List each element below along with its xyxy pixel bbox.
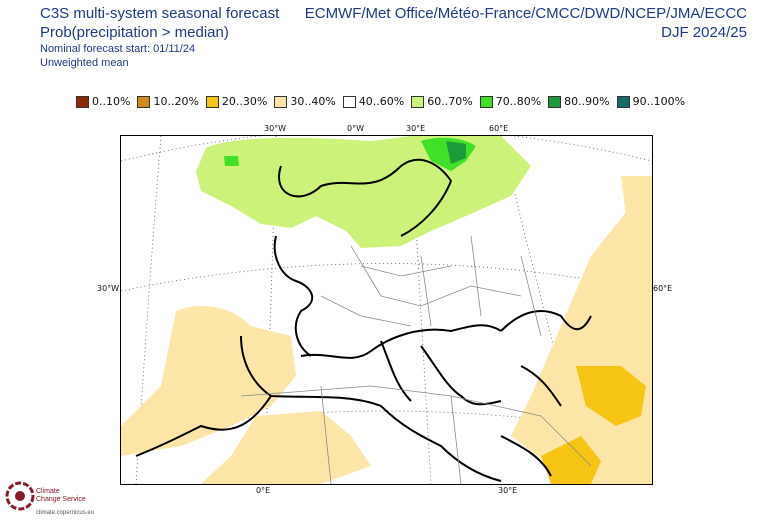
map-title: C3S multi-system seasonal forecast	[40, 5, 280, 22]
drier-anomaly-regions	[541, 366, 646, 484]
wet-anomaly-region	[196, 136, 531, 248]
legend-swatch	[137, 95, 151, 108]
lon-label-top-2: 0°W	[347, 124, 364, 133]
lon-label-top-3: 30°E	[406, 124, 426, 133]
lon-label-bottom-1: 0°E	[256, 486, 271, 495]
systems-label: ECMWF/Met Office/Météo-France/CMCC/DWD/N…	[304, 5, 747, 22]
graticule	[121, 136, 652, 484]
logo-url: climate.copernicus.eu	[36, 510, 95, 516]
map-svg	[121, 136, 652, 484]
lon-label-bottom-2: 30°E	[498, 486, 518, 495]
legend-item: 0..10%	[76, 95, 130, 108]
legend-label: 40..60%	[358, 95, 405, 108]
lat-label-right: 60°E	[653, 284, 673, 293]
legend-label: 60..70%	[427, 95, 473, 108]
lon-label-top-1: 30°W	[264, 124, 287, 133]
copernicus-logo-icon	[5, 481, 35, 511]
legend: 0..10% 10..20% 20..30% 30..40% 40..60% 60..70…	[76, 95, 692, 108]
map-subtitle: Prob(precipitation > median)	[40, 24, 229, 41]
logo-line-1: Climate	[36, 488, 60, 495]
legend-item: 10..20%	[137, 95, 199, 108]
legend-item: 80..90%	[548, 95, 610, 108]
lat-label-left: 30°W	[97, 284, 120, 293]
legend-swatch	[205, 95, 219, 108]
legend-label: 90..100%	[632, 95, 686, 108]
legend-item: 90..100%	[616, 95, 686, 108]
country-borders	[240, 235, 592, 484]
coastlines	[135, 158, 592, 482]
legend-swatch	[548, 95, 562, 108]
logo-text: Climate Change Service	[36, 488, 86, 504]
legend-swatch	[274, 95, 288, 108]
legend-label: 80..90%	[564, 95, 610, 108]
legend-label: 70..80%	[495, 95, 542, 108]
header-left: C3S multi-system seasonal forecast Prob(…	[40, 4, 279, 70]
legend-label: 30..40%	[290, 95, 336, 108]
legend-item: 40..60%	[342, 95, 405, 108]
header-right: ECMWF/Met Office/Météo-France/CMCC/DWD/N…	[305, 4, 747, 42]
forecast-start: Nominal forecast start: 01/11/24	[40, 43, 196, 55]
legend-swatch	[616, 95, 630, 108]
legend-swatch	[411, 95, 425, 108]
legend-label: 0..10%	[92, 95, 131, 108]
legend-swatch	[479, 95, 493, 108]
season-label: DJF 2024/25	[661, 24, 747, 41]
legend-label: 20..30%	[221, 95, 268, 108]
legend-item: 30..40%	[274, 95, 336, 108]
legend-swatch	[342, 95, 356, 108]
map-panel	[120, 135, 653, 485]
legend-swatch	[76, 95, 89, 108]
logo-line-2: Change Service	[36, 496, 86, 503]
legend-item: 70..80%	[479, 95, 542, 108]
legend-item: 60..70%	[411, 95, 473, 108]
legend-item: 20..30%	[205, 95, 268, 108]
lon-label-top-4: 60°E	[489, 124, 509, 133]
legend-label: 10..20%	[153, 95, 199, 108]
weighting-label: Unweighted mean	[40, 57, 129, 69]
